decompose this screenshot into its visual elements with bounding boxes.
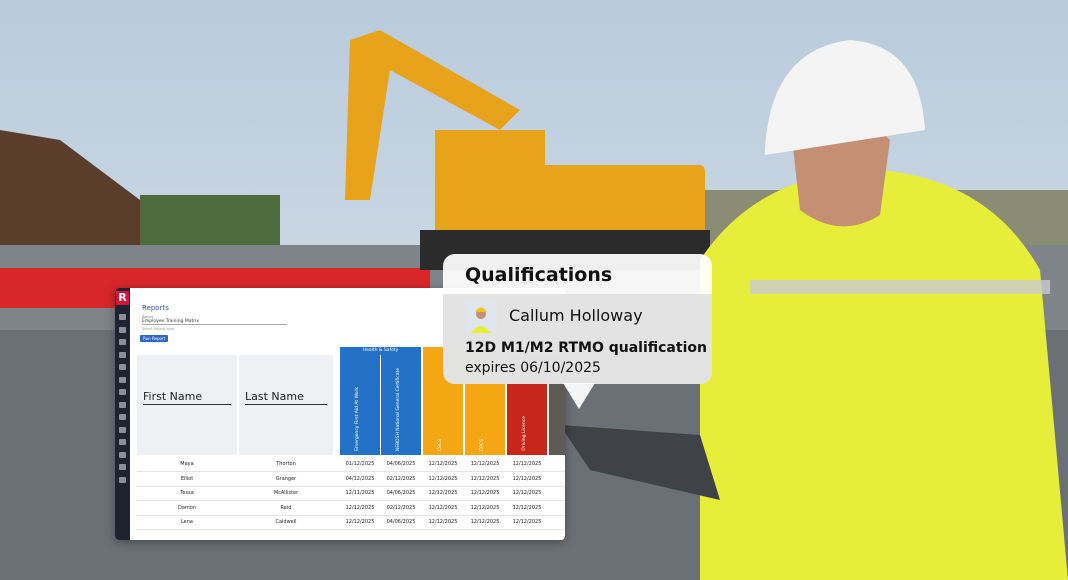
table-cell: McAllister (273, 490, 299, 496)
field-label: Report (142, 315, 154, 319)
column-header: NEBOSH National General Certificate (381, 355, 421, 455)
table-cell: Thorton (276, 461, 296, 467)
column-title: NEBOSH National General Certificate (396, 367, 401, 451)
row-divider (137, 500, 565, 501)
page-title: Reports (142, 304, 169, 312)
nav-icon (119, 339, 126, 345)
column-title: First Name (143, 390, 231, 405)
table-cell: 12/12/2025 (428, 504, 458, 511)
avatar (465, 301, 497, 333)
column-header: First Name (137, 355, 237, 455)
table-cell: 12/12/2025 (428, 490, 458, 496)
table-cell: 12/12/2025 (470, 490, 500, 496)
nav-icon (119, 464, 126, 470)
nav-icon (119, 451, 126, 458)
nav-icon (119, 376, 126, 383)
qualification: 12D M1/M2 RTMO qualification (465, 340, 707, 356)
column-group: Health & Safety (340, 347, 421, 355)
table-cell: 02/12/2025 (386, 475, 416, 482)
table-cell: 12/12/2025 (345, 519, 375, 525)
table-cell: 12/12/2025 (470, 519, 500, 525)
sidebar: R (115, 288, 130, 540)
table-cell: Lena (180, 519, 193, 525)
table-cell: 12/12/2025 (428, 461, 458, 467)
nav-icon (119, 314, 126, 320)
table-cell: Caldwell (275, 519, 297, 525)
nav-icon (119, 351, 126, 358)
table-cell: 12/12/2025 (512, 490, 542, 496)
table-cell: 12/12/2025 (512, 519, 542, 525)
run-button[interactable]: Run Report (140, 335, 169, 342)
table-cell: 12/12/2025 (512, 475, 542, 482)
logo: R (116, 291, 129, 305)
nav-icon (119, 401, 126, 408)
table-cell: 04/06/2025 (386, 519, 416, 525)
table-cell: 04/06/2025 (386, 490, 416, 496)
person-name: Callum Holloway (509, 306, 643, 325)
table-cell: 04/12/2025 (345, 475, 375, 482)
column-title: Last Name (245, 390, 327, 405)
table-cell: 12/11/2025 (345, 490, 375, 496)
report-select[interactable]: Employee Training Matrix (142, 319, 287, 325)
notification-tail (563, 383, 595, 409)
table-cell: 12/12/2025 (470, 461, 500, 467)
notification-title: Qualifications (465, 264, 613, 286)
nav-icon (119, 326, 126, 333)
table-cell: Maya (180, 461, 194, 467)
column-header: Last Name (239, 355, 333, 455)
field-hint: Select Report type (142, 327, 175, 331)
column-title: CPCS (480, 439, 485, 451)
table-cell: Reid (280, 504, 292, 511)
table-cell: Damon (177, 504, 196, 511)
table-cell: Elliot (180, 475, 194, 482)
table-cell: 12/12/2025 (512, 461, 542, 467)
row-divider (137, 485, 565, 487)
table-cell: 02/12/2025 (386, 504, 416, 511)
nav-icon (119, 426, 126, 433)
nav-icon (119, 414, 126, 420)
row-divider (137, 514, 565, 516)
column-title: CSCS (438, 439, 443, 451)
table-cell: 04/06/2025 (386, 461, 416, 467)
nav-icon (119, 389, 126, 395)
table-cell: 12/12/2025 (470, 504, 500, 511)
column-title: Driving Licence (522, 416, 527, 451)
table-cell: 12/12/2025 (428, 475, 458, 482)
nav-icon (119, 476, 126, 483)
column-title: Emergency First Aid At Work (355, 387, 360, 451)
notification: Qualifications Callum Holloway 12D M1/M2… (443, 254, 712, 384)
column-header: Emergency First Aid At Work (340, 355, 380, 455)
expiry: expires 06/10/2025 (465, 360, 601, 376)
table-cell: 12/12/2025 (345, 504, 375, 511)
nav-icon (119, 364, 126, 370)
table-cell: 01/12/2025 (345, 461, 375, 467)
row-divider (137, 471, 565, 472)
table-cell: 12/12/2025 (428, 519, 458, 525)
nav-icon (119, 439, 126, 445)
table-cell: 12/12/2025 (512, 504, 542, 511)
row-divider (137, 529, 565, 530)
table-cell: 12/12/2025 (470, 475, 500, 482)
table-cell: Tessa (180, 490, 194, 496)
table-cell: Granger (275, 475, 297, 482)
